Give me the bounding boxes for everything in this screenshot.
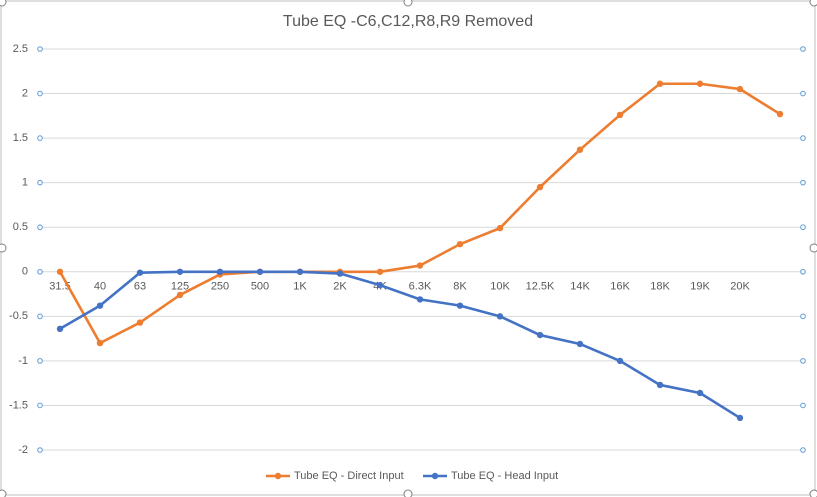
data-point xyxy=(336,270,344,277)
y-tick-label: 0 xyxy=(22,266,28,278)
x-tick-label: 12.5K xyxy=(526,281,555,293)
gridline-handle xyxy=(800,447,806,453)
x-tick-label: 19K xyxy=(690,281,710,293)
y-tick-label: 2 xyxy=(22,87,28,99)
x-tick-label: 250 xyxy=(211,281,229,293)
data-point xyxy=(96,339,104,347)
gridline-handle xyxy=(800,46,806,52)
gridline-handle xyxy=(37,135,43,141)
gridline-handle xyxy=(37,402,43,409)
legend-label: Tube EQ - Direct Input xyxy=(294,470,404,482)
data-point xyxy=(736,85,744,93)
gridline-handle xyxy=(800,224,806,231)
data-point xyxy=(736,414,744,422)
data-point xyxy=(416,296,424,303)
gridline-handle xyxy=(800,358,806,364)
data-point xyxy=(656,80,664,87)
gridline-handle xyxy=(37,224,43,231)
data-point xyxy=(576,146,584,153)
data-point xyxy=(256,268,264,275)
y-tick-label: -2 xyxy=(18,444,28,456)
data-point xyxy=(416,262,424,269)
gridline-handle xyxy=(800,268,806,275)
series-line xyxy=(59,270,741,420)
data-point xyxy=(376,281,384,289)
gridline-handle xyxy=(37,46,43,52)
y-tick-label: 1.5 xyxy=(13,132,28,144)
legend-marker xyxy=(274,472,282,480)
x-tick-label: 63 xyxy=(134,281,146,293)
chart-title: Tube EQ -C6,C12,R8,R9 Removed xyxy=(283,13,533,30)
data-point xyxy=(56,325,64,333)
y-tick-label: 0.5 xyxy=(13,221,28,233)
data-point xyxy=(376,268,384,275)
data-point xyxy=(216,268,224,275)
data-point xyxy=(296,268,304,275)
x-tick-label: 2K xyxy=(333,281,347,293)
data-point xyxy=(456,302,464,309)
data-point xyxy=(696,389,704,397)
gridline-handle xyxy=(37,90,43,97)
gridline-handle xyxy=(800,90,806,97)
y-tick-label: 1 xyxy=(22,177,28,189)
data-point xyxy=(616,111,624,119)
gridline-handle xyxy=(37,268,43,275)
legend-marker xyxy=(431,472,439,480)
x-tick-label: 8K xyxy=(453,281,467,293)
y-tick-label: -0.5 xyxy=(9,310,28,322)
x-tick-label: 20K xyxy=(730,281,750,293)
y-tick-label: -1 xyxy=(18,355,28,367)
data-point xyxy=(456,240,464,248)
data-point xyxy=(136,319,144,326)
gridline-handle xyxy=(800,135,806,141)
x-tick-label: 1K xyxy=(293,281,307,293)
y-tick-label: -1.5 xyxy=(9,399,28,411)
gridline-handle xyxy=(37,179,43,186)
gridline-handle xyxy=(37,313,43,320)
x-tick-label: 16K xyxy=(610,281,630,293)
x-tick-label: 14K xyxy=(570,281,590,293)
x-tick-label: 125 xyxy=(171,281,189,293)
legend-label: Tube EQ - Head Input xyxy=(451,470,558,482)
data-point xyxy=(96,302,104,309)
data-point xyxy=(56,268,64,275)
data-point xyxy=(176,268,184,275)
x-tick-label: 40 xyxy=(94,281,106,293)
data-point xyxy=(536,183,544,191)
gridline-handle xyxy=(800,402,806,409)
data-point xyxy=(496,313,504,320)
data-point xyxy=(776,110,784,118)
data-point xyxy=(696,80,704,87)
x-tick-label: 500 xyxy=(251,281,269,293)
data-point xyxy=(536,331,544,339)
data-point xyxy=(496,224,504,232)
legend-item: Tube EQ - Direct Input xyxy=(266,470,404,482)
data-point xyxy=(656,381,664,389)
data-point xyxy=(136,269,144,276)
x-tick-label: 6.3K xyxy=(409,281,432,293)
data-point xyxy=(616,357,624,365)
gridline-handle xyxy=(800,313,806,320)
gridline-handle xyxy=(800,179,806,186)
y-tick-label: 2.5 xyxy=(13,43,28,55)
gridline-handle xyxy=(37,447,43,453)
x-tick-label: 10K xyxy=(490,281,510,293)
data-point xyxy=(176,291,184,299)
data-point xyxy=(576,340,584,348)
gridline-handle xyxy=(37,358,43,364)
legend-item: Tube EQ - Head Input xyxy=(423,470,558,482)
x-tick-label: 18K xyxy=(650,281,670,293)
